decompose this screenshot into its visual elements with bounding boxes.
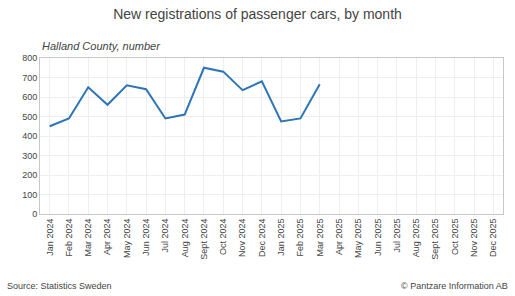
svg-text:100: 100 — [22, 190, 37, 200]
svg-text:Sept 2024: Sept 2024 — [199, 219, 209, 260]
svg-text:400: 400 — [22, 131, 37, 141]
svg-text:May 2025: May 2025 — [353, 219, 363, 259]
svg-text:Oct 2024: Oct 2024 — [218, 219, 228, 256]
svg-text:Halland County, number: Halland County, number — [42, 40, 161, 52]
svg-text:Jul 2025: Jul 2025 — [392, 219, 402, 253]
svg-text:Feb 2024: Feb 2024 — [64, 219, 74, 257]
svg-text:Oct 2025: Oct 2025 — [450, 219, 460, 256]
svg-text:0: 0 — [32, 209, 37, 219]
svg-text:Jun 2025: Jun 2025 — [373, 219, 383, 256]
svg-text:600: 600 — [22, 92, 37, 102]
svg-text:Sept 2025: Sept 2025 — [430, 219, 440, 260]
svg-text:200: 200 — [22, 170, 37, 180]
svg-text:Jan 2024: Jan 2024 — [45, 219, 55, 256]
svg-text:Dec 2024: Dec 2024 — [257, 219, 267, 258]
svg-text:Aug 2024: Aug 2024 — [180, 219, 190, 258]
svg-text:Aug 2025: Aug 2025 — [411, 219, 421, 258]
svg-text:Apr 2024: Apr 2024 — [102, 219, 112, 256]
svg-text:800: 800 — [22, 53, 37, 63]
svg-text:Source: Statistics Sweden: Source: Statistics Sweden — [7, 281, 112, 291]
svg-text:New registrations of passenger: New registrations of passenger cars, by … — [113, 6, 402, 22]
svg-text:Mar 2024: Mar 2024 — [83, 219, 93, 257]
svg-text:Nov 2025: Nov 2025 — [469, 219, 479, 258]
svg-text:Jul 2024: Jul 2024 — [160, 219, 170, 253]
svg-text:Nov 2024: Nov 2024 — [237, 219, 247, 258]
svg-text:Feb 2025: Feb 2025 — [295, 219, 305, 257]
svg-text:Dec 2025: Dec 2025 — [488, 219, 498, 258]
svg-text:© Pantzare Information AB: © Pantzare Information AB — [401, 281, 508, 291]
svg-text:May 2024: May 2024 — [122, 219, 132, 259]
svg-text:700: 700 — [22, 73, 37, 83]
svg-text:Mar 2025: Mar 2025 — [315, 219, 325, 257]
svg-text:300: 300 — [22, 151, 37, 161]
svg-text:Jan 2025: Jan 2025 — [276, 219, 286, 256]
svg-text:500: 500 — [22, 112, 37, 122]
svg-text:Apr 2025: Apr 2025 — [334, 219, 344, 256]
svg-text:Jun 2024: Jun 2024 — [141, 219, 151, 256]
